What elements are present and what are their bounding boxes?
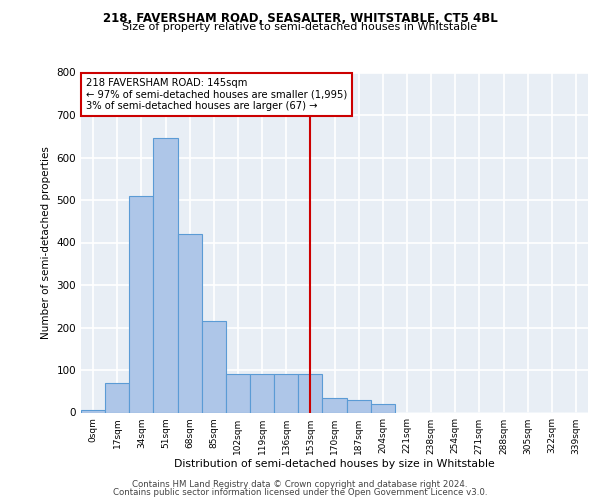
Bar (81, 410, 105, 412)
Bar (347, 400, 371, 412)
Text: 218 FAVERSHAM ROAD: 145sqm
← 97% of semi-detached houses are smaller (1,995)
3% : 218 FAVERSHAM ROAD: 145sqm ← 97% of semi… (86, 78, 347, 111)
Y-axis label: Number of semi-detached properties: Number of semi-detached properties (41, 146, 51, 339)
Bar (226, 374, 250, 412)
Bar (178, 234, 202, 412)
Bar (274, 374, 298, 412)
Text: Contains public sector information licensed under the Open Government Licence v3: Contains public sector information licen… (113, 488, 487, 497)
Bar (105, 383, 129, 412)
Bar (154, 138, 178, 412)
Bar (322, 398, 347, 412)
X-axis label: Distribution of semi-detached houses by size in Whitstable: Distribution of semi-detached houses by … (174, 460, 495, 469)
Bar (202, 321, 226, 412)
Bar (250, 374, 274, 412)
Bar (298, 374, 322, 412)
Bar (371, 404, 395, 412)
Text: Size of property relative to semi-detached houses in Whitstable: Size of property relative to semi-detach… (122, 22, 478, 32)
Text: Contains HM Land Registry data © Crown copyright and database right 2024.: Contains HM Land Registry data © Crown c… (132, 480, 468, 489)
Bar (129, 196, 154, 412)
Text: 218, FAVERSHAM ROAD, SEASALTER, WHITSTABLE, CT5 4BL: 218, FAVERSHAM ROAD, SEASALTER, WHITSTAB… (103, 12, 497, 26)
